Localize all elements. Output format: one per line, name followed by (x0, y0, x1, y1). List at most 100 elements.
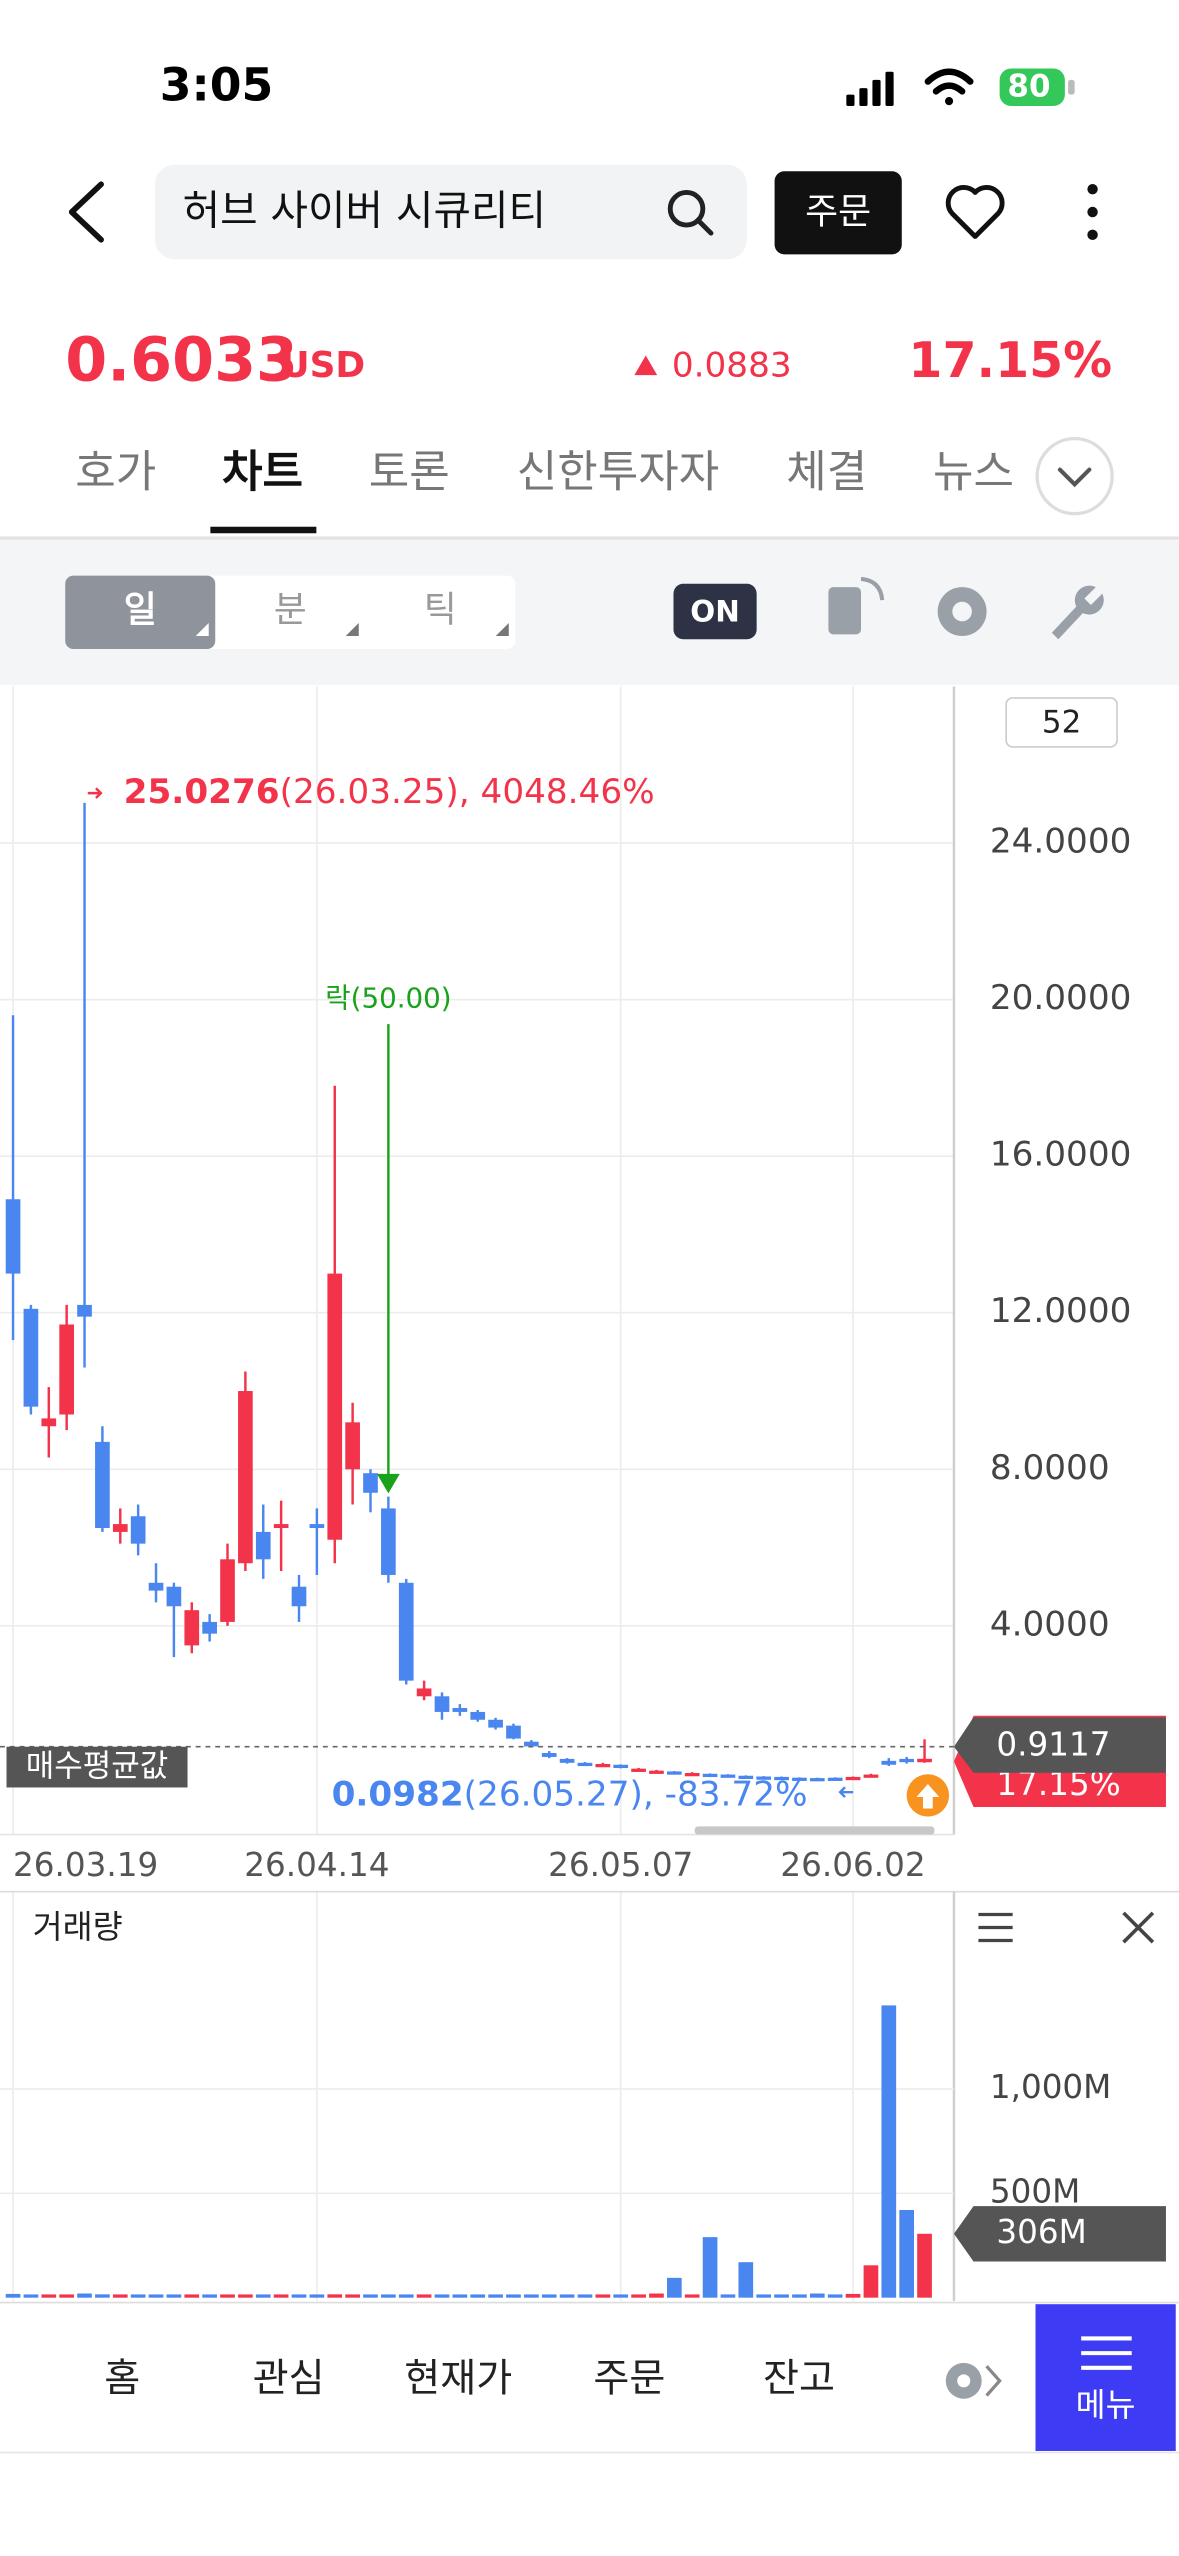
volume-bar (488, 2294, 503, 2298)
volume-tag-text: 306M (996, 2213, 1086, 2251)
candle-body (917, 1758, 932, 1763)
back-button[interactable] (68, 181, 104, 243)
volume-bar (827, 2294, 843, 2298)
volume-bar (649, 2293, 664, 2298)
volume-menu-icon[interactable] (978, 1912, 1013, 1943)
volume-bar (291, 2294, 307, 2298)
y-tick-label: 12.0000 (990, 1291, 1132, 1331)
candle-body (881, 1760, 897, 1765)
candle-body (77, 1304, 92, 1317)
tab[interactable]: 차트 (222, 447, 303, 498)
volume-bar (398, 2294, 414, 2298)
volume-bar (774, 2294, 789, 2298)
volume-bar (702, 2237, 718, 2298)
nav-item[interactable]: 관심 (253, 2356, 325, 2401)
nav-item[interactable]: 주문 (593, 2356, 665, 2401)
volume-bar (541, 2294, 557, 2298)
favorite-button[interactable] (945, 185, 1005, 239)
volume-bar (23, 2294, 39, 2298)
volume-bar (273, 2294, 289, 2298)
candle-body (774, 1776, 789, 1781)
candle-body (184, 1610, 200, 1646)
candle-body (506, 1725, 521, 1739)
candle-body (273, 1524, 289, 1528)
volume-bar (631, 2294, 646, 2298)
min-detail: (26.05.27), -83.72% (464, 1774, 808, 1814)
volume-bar (434, 2294, 450, 2298)
y-tick-label: 24.0000 (990, 822, 1132, 862)
volume-title: 거래량 (33, 1908, 123, 1946)
volume-close-icon[interactable] (1122, 1911, 1155, 1944)
period-option[interactable]: 일 (124, 590, 157, 631)
volume-bar (95, 2294, 110, 2298)
candle-body (166, 1586, 182, 1607)
price-plot: 4.0000 8.0000 12.0000 16.0000 20.0000 24.0000… (0, 772, 1166, 1817)
volume-bar (363, 2294, 378, 2298)
x-tick-label: 26.04.14 (244, 1846, 389, 1884)
candle-body (470, 1711, 486, 1720)
scrollbar[interactable] (694, 1826, 935, 1835)
nav-items: 홈 관심 현재가 주문 잔고 (104, 2356, 835, 2401)
tab[interactable]: 신한투자자 (517, 447, 719, 498)
more-button[interactable] (1087, 183, 1098, 241)
volume-bar (613, 2294, 629, 2298)
tool-icon[interactable] (1051, 585, 1104, 640)
candle-body (702, 1773, 718, 1778)
expand-chevron (1057, 467, 1092, 488)
candle-body (488, 1719, 503, 1728)
max-annotation: 25.0276(26.03.25), 4048.46% (124, 772, 655, 812)
candle-body (255, 1531, 271, 1560)
avg-label-bg (6, 1746, 188, 1788)
candle-body (238, 1391, 253, 1564)
nav-settings[interactable] (945, 2362, 1002, 2399)
max-detail: (26.03.25), 4048.46% (280, 772, 655, 812)
battery-tip (1068, 79, 1075, 95)
tab[interactable]: 체결 (786, 447, 867, 498)
nav-item[interactable]: 현재가 (404, 2356, 512, 2401)
bottom-nav (0, 2302, 1179, 2453)
candle-body (309, 1524, 325, 1528)
search-icon[interactable] (667, 189, 714, 236)
volume-bar (470, 2294, 486, 2298)
nav-item[interactable]: 홈 (104, 2356, 140, 2401)
tabs-expand[interactable] (1035, 437, 1114, 516)
candle-body (23, 1308, 39, 1407)
search-box[interactable] (154, 164, 747, 260)
tab[interactable]: 뉴스 (933, 447, 1014, 498)
volume-tick-label: 1,000M (990, 2068, 1111, 2106)
order-button[interactable] (774, 171, 902, 255)
candle-body (327, 1273, 343, 1540)
volume-bar (899, 2209, 915, 2298)
nav-item[interactable]: 잔고 (763, 2356, 835, 2401)
candle-body (363, 1473, 378, 1493)
currency: USD (280, 345, 365, 386)
candle-body (559, 1758, 575, 1763)
candle-body (59, 1324, 75, 1415)
min-annotation: 0.0982(26.05.27), -83.72% (332, 1774, 808, 1814)
battery-icon (999, 68, 1065, 107)
settings-icon[interactable] (937, 587, 987, 636)
tab[interactable]: 호가 (75, 447, 156, 498)
candle-body (595, 1763, 611, 1768)
tab[interactable]: 토론 (369, 447, 450, 498)
period-option[interactable]: 분 (274, 590, 307, 631)
volume-bar (184, 2294, 200, 2298)
max-arrow (87, 787, 103, 799)
volume-bar (881, 2005, 897, 2298)
price-change: 0.0883 (672, 345, 792, 385)
y-tick-label: 4.0000 (990, 1604, 1110, 1644)
menu-button[interactable] (1035, 2304, 1176, 2451)
candle-body (809, 1778, 825, 1782)
toggle-button[interactable] (673, 583, 757, 640)
candle-body (899, 1758, 915, 1763)
rotate-icon[interactable] (828, 576, 885, 635)
avg-price-tag-text: 0.9117 (996, 1726, 1110, 1764)
volume-bar (792, 2294, 807, 2298)
candle-body (613, 1764, 629, 1769)
x-tick-label: 26.03.19 (13, 1846, 158, 1884)
candle-body (130, 1516, 146, 1544)
period-option[interactable]: 틱 (424, 590, 457, 631)
volume-plot: 500M 1,000M 306M (0, 2005, 1166, 2298)
candle-body (291, 1586, 307, 1607)
